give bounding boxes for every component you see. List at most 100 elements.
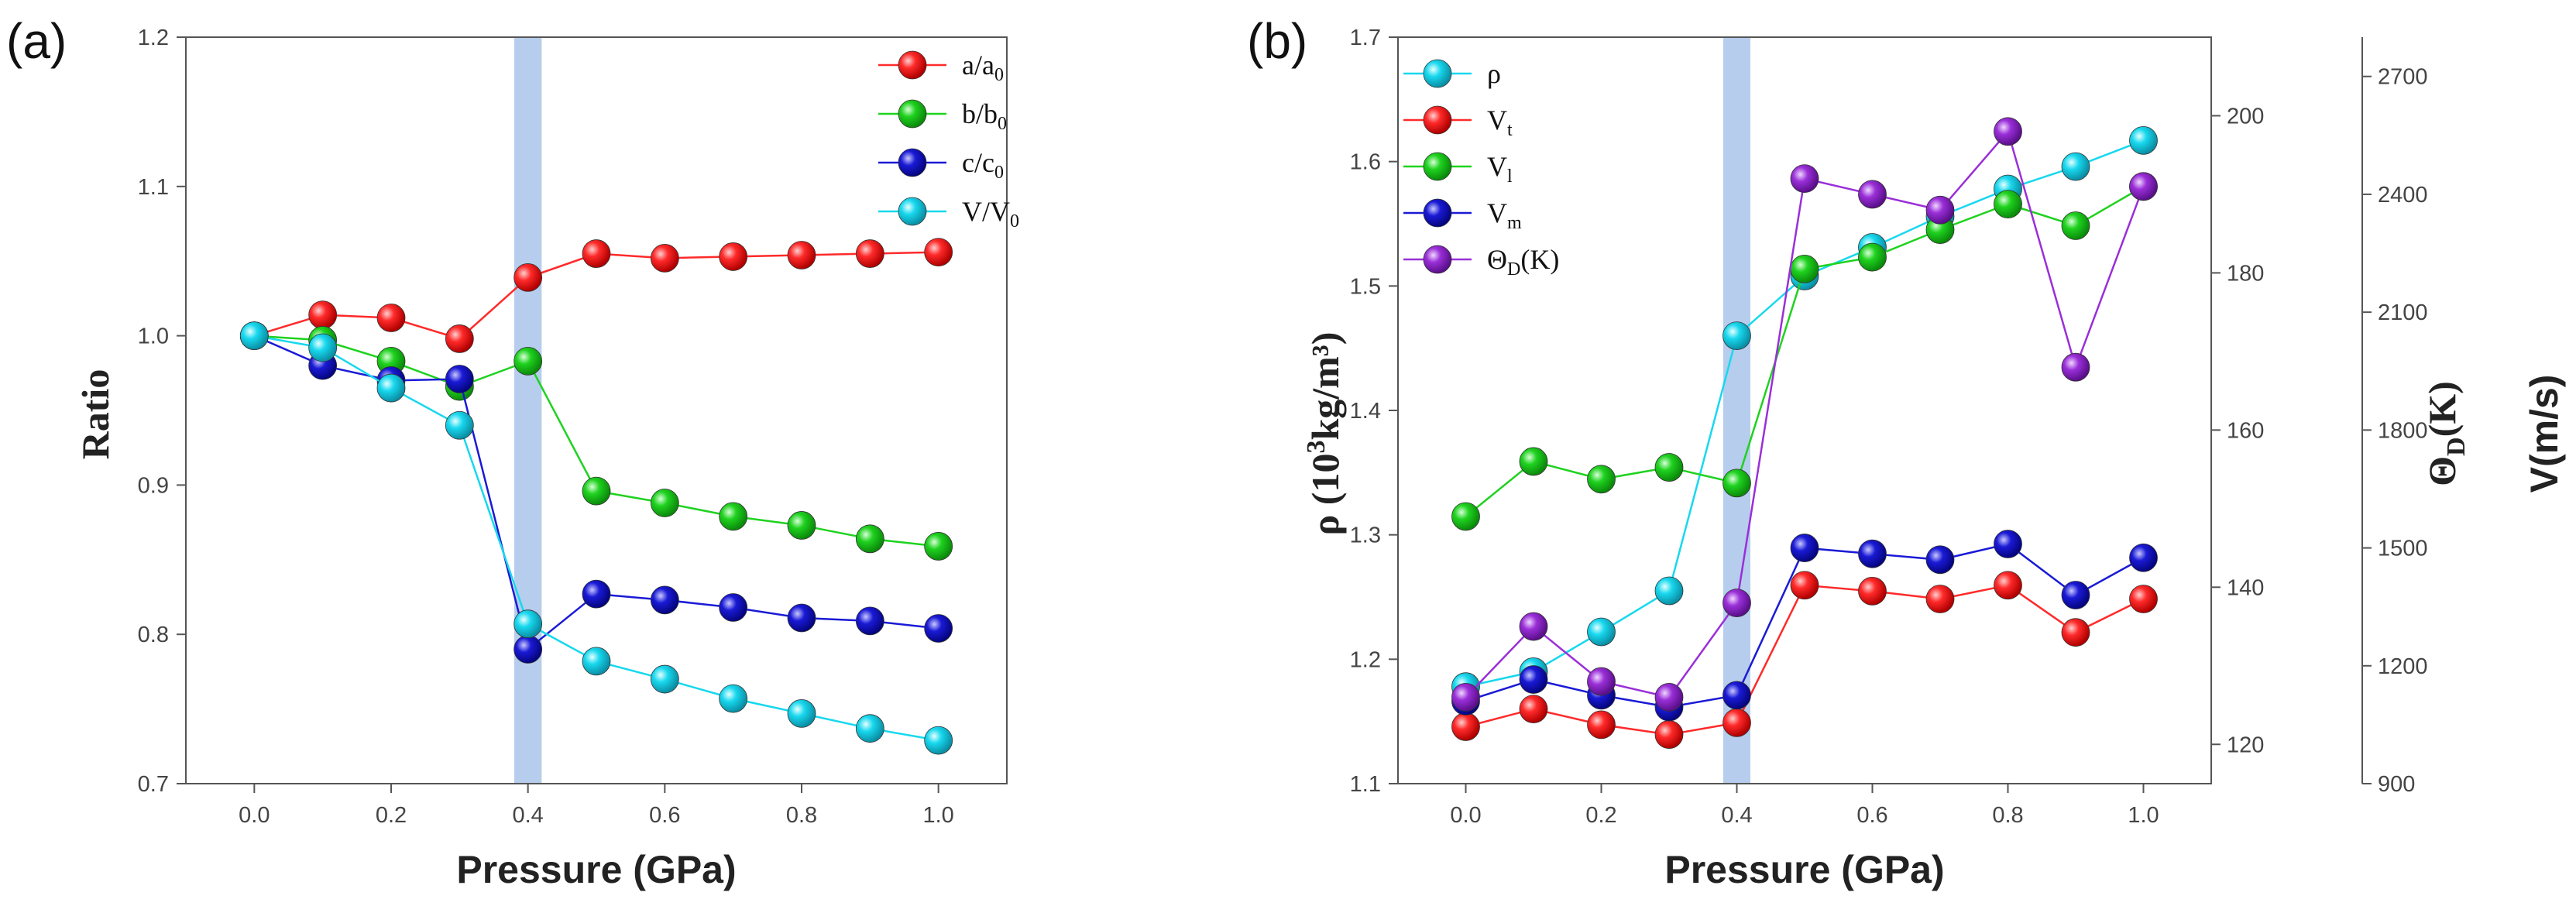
panel-label-a: (a) — [6, 13, 67, 69]
data-point — [855, 524, 884, 554]
data-point — [2061, 352, 2090, 382]
data-point — [1722, 708, 1751, 737]
data-point — [1654, 453, 1684, 482]
data-point — [239, 321, 269, 351]
panel-label-b: (b) — [1247, 13, 1307, 69]
y3-tick-label: 2100 — [2378, 300, 2428, 325]
y3-tick-label: 2700 — [2378, 65, 2428, 90]
data-point — [582, 476, 611, 506]
data-point — [1451, 682, 1480, 712]
data-point — [582, 239, 611, 268]
series-a-a0 — [239, 238, 953, 353]
legend-label: ΘD(K) — [1487, 244, 1559, 280]
data-point — [1925, 585, 1955, 613]
plot-frame-a — [185, 36, 1008, 784]
legend-label: V/V0 — [962, 196, 1019, 232]
y3-tick-label: 900 — [2378, 772, 2415, 797]
data-point — [1451, 502, 1480, 531]
data-point — [2061, 152, 2090, 181]
y-axis-label-a: Ratio — [74, 369, 117, 460]
x-tick-label-b: 0.4 — [1721, 803, 1752, 828]
data-point — [855, 239, 884, 268]
data-point — [1925, 195, 1955, 225]
legend-marker — [898, 197, 927, 226]
y-tick-label-a: 1.1 — [138, 175, 169, 200]
legend-item-v-v0: V/V0 — [878, 196, 1019, 232]
x-tick-label-b: 0.6 — [1856, 803, 1887, 828]
series-line — [254, 335, 939, 742]
y-tick-label-a: 0.7 — [138, 772, 169, 797]
data-point — [1994, 190, 2022, 219]
x-tick-label-a: 0.6 — [649, 803, 680, 828]
data-point — [719, 242, 748, 271]
data-point — [1654, 576, 1684, 606]
chart-b: (b) 1.1 1.2 1.3 1.4 1.5 1.6 1.7 120 140 160 180 20… — [1247, 13, 2566, 891]
data-point — [1722, 681, 1751, 710]
y3-ticks-b: 900 1200 1500 1800 2100 2400 2700 — [2362, 65, 2428, 797]
data-point — [1587, 465, 1616, 494]
data-point — [582, 647, 611, 676]
x-tick-label-a: 0.2 — [376, 803, 407, 828]
y3-tick-label: 1800 — [2378, 418, 2428, 443]
highlight-band-b — [1723, 37, 1750, 784]
data-point — [513, 609, 543, 639]
data-point — [719, 502, 748, 531]
data-point — [855, 714, 884, 743]
legend-item-vl: Vl — [1403, 151, 1513, 187]
y-tick-label-b: 1.7 — [1350, 26, 1381, 50]
legend-label: a/a0 — [962, 50, 1004, 85]
data-point — [1994, 117, 2022, 146]
data-point — [308, 333, 338, 362]
data-point — [1858, 242, 1887, 272]
data-point — [650, 489, 679, 517]
x-axis-label-b: Pressure (GPa) — [1664, 848, 1944, 891]
y-tick-label-a: 1.0 — [138, 324, 169, 349]
series-line — [1465, 185, 2145, 517]
data-point — [1519, 665, 1548, 694]
y-tick-label-a: 0.9 — [138, 473, 169, 498]
y2-ticks-b: 120 140 160 180 200 — [2211, 104, 2264, 757]
x-ticks-a: 0.0 0.2 0.4 0.6 0.8 1.0 — [239, 784, 954, 828]
data-point — [2061, 581, 2090, 609]
series-line — [1465, 129, 2145, 698]
legend-marker — [1423, 59, 1452, 88]
data-point — [1519, 695, 1548, 723]
y-tick-label-b: 1.4 — [1350, 399, 1381, 424]
data-point — [719, 593, 748, 622]
data-point — [2061, 211, 2090, 240]
data-point — [2129, 543, 2158, 572]
data-point — [1790, 164, 1819, 194]
y-tick-label-b: 1.1 — [1350, 772, 1381, 797]
legend-marker — [898, 148, 927, 177]
highlight-band-a — [514, 37, 542, 784]
x-tick-label-a: 0.4 — [513, 803, 544, 828]
x-tick-label-a: 0.0 — [239, 803, 270, 828]
data-point — [1587, 667, 1616, 696]
data-point — [924, 614, 953, 643]
legend-item-vt: Vt — [1403, 105, 1513, 140]
data-point — [445, 365, 474, 393]
data-point — [1451, 712, 1480, 741]
legend-item-c-c0: c/c0 — [878, 147, 1004, 183]
legend-label: ρ — [1487, 58, 1501, 89]
y-tick-label-b: 1.5 — [1350, 274, 1381, 299]
data-point — [2061, 618, 2090, 647]
y-tick-label-a: 1.2 — [138, 26, 169, 50]
data-point — [2129, 585, 2158, 613]
chart-a: (a) 0.7 0.8 0.9 1.0 1.1 1.2 0.0 0.2 0.4 0.6 0.8 1.… — [6, 13, 1019, 891]
x-ticks-b: 0.0 0.2 0.4 0.6 0.8 1.0 — [1450, 784, 2159, 828]
data-point — [1654, 682, 1684, 712]
data-point — [445, 410, 474, 440]
x-tick-label-b: 0.8 — [1992, 803, 2023, 828]
legend-label: Vm — [1487, 197, 1522, 233]
legend-a: a/a0 b/b0 c/c0 V/V0 — [878, 50, 1019, 232]
data-point — [1654, 720, 1684, 749]
legend-label: c/c0 — [962, 147, 1004, 183]
legend-marker — [1423, 152, 1452, 181]
data-point — [376, 373, 406, 403]
y2-tick-label: 140 — [2227, 575, 2264, 600]
legend-marker — [1423, 105, 1452, 135]
series-vl — [1451, 172, 2158, 531]
y2-tick-label: 200 — [2227, 104, 2264, 129]
legend-item-series: ρ — [1403, 58, 1501, 89]
